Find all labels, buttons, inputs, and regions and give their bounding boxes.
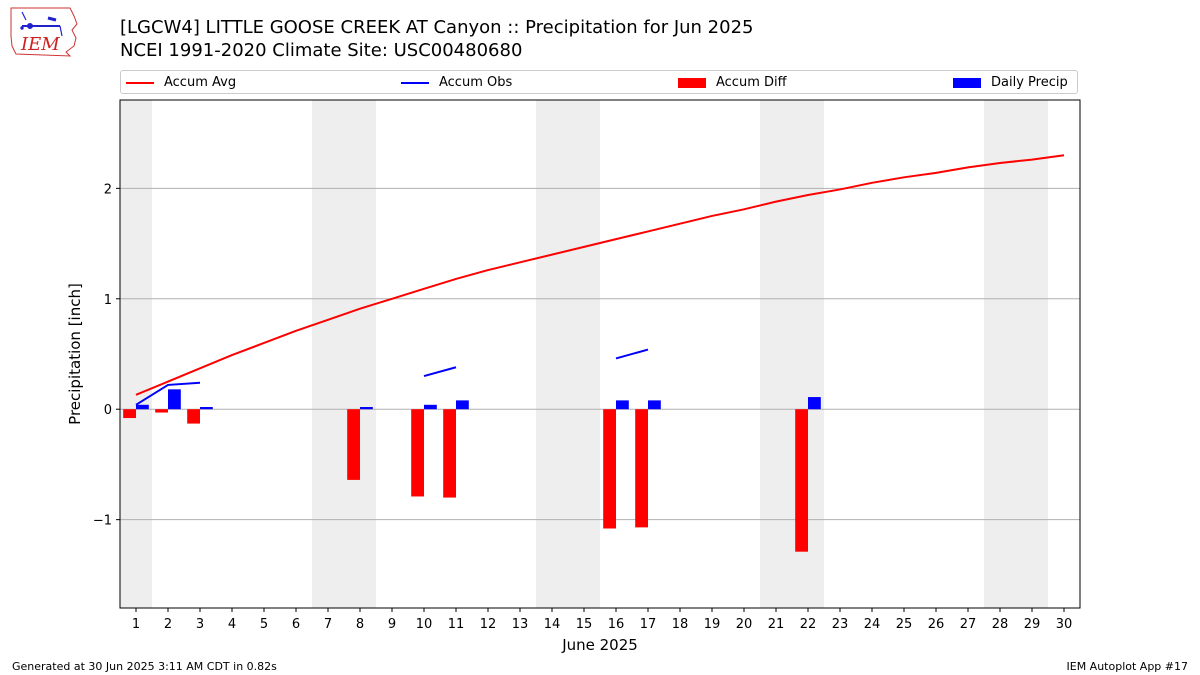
accum-diff-bar (155, 409, 168, 413)
app-id: IEM Autoplot App #17 (1066, 660, 1189, 673)
chart-subtitle: NCEI 1991-2020 Climate Site: USC00480680 (120, 40, 523, 61)
daily-precip-bar (360, 407, 373, 410)
daily-precip-bar (616, 400, 629, 410)
weekend-band (120, 100, 152, 608)
x-tick-label: 12 (480, 617, 497, 632)
x-tick-label: 1 (132, 617, 140, 632)
accum-diff-bar (795, 409, 808, 552)
x-tick-label: 29 (1024, 617, 1041, 632)
y-tick-label: 0 (104, 403, 112, 418)
daily-precip-bar (424, 404, 437, 410)
weekend-band (312, 100, 376, 608)
accum-diff-bar (443, 409, 456, 498)
x-tick-label: 17 (640, 617, 657, 632)
y-tick-label: 2 (104, 182, 112, 197)
x-tick-label: 24 (864, 617, 881, 632)
legend-item-accum-avg: Accum Avg (126, 75, 236, 90)
x-tick-label: 20 (736, 617, 753, 632)
x-tick-label: 28 (992, 617, 1009, 632)
accum-diff-bar (187, 409, 200, 424)
legend-label-accum-avg: Accum Avg (164, 75, 237, 90)
x-axis-label: June 2025 (561, 636, 638, 654)
daily-precip-bar (200, 407, 213, 410)
x-tick-label: 18 (672, 617, 689, 632)
y-axis-label: Precipitation [inch] (66, 283, 84, 425)
x-tick-label: 19 (704, 617, 721, 632)
weekend-band (536, 100, 600, 608)
legend-swatch-daily-precip (953, 77, 981, 88)
legend-label-daily-precip: Daily Precip (991, 75, 1068, 90)
accum-avg-line (135, 154, 1065, 396)
daily-precip-bar (168, 389, 181, 410)
x-tick-label: 3 (196, 617, 204, 632)
accum-diff-bar (635, 409, 648, 528)
weekend-band (984, 100, 1048, 608)
legend: Accum Avg Accum Obs Accum Diff Daily Pre… (120, 70, 1078, 94)
iem-logo: IEM (8, 6, 80, 58)
plot-frame (119, 99, 1081, 609)
iowa-outline-icon (10, 7, 78, 57)
weekend-band (760, 100, 824, 608)
x-tick-label: 4 (228, 617, 236, 632)
x-tick-label: 6 (292, 617, 300, 632)
accum-diff-bar (603, 409, 616, 529)
legend-swatch-accum-obs (401, 81, 429, 84)
x-tick-label: 22 (800, 617, 817, 632)
daily-precip-bar (808, 397, 821, 410)
legend-swatch-accum-diff (678, 77, 706, 88)
y-tick-label: −1 (93, 514, 112, 529)
x-tick-label: 15 (576, 617, 593, 632)
accum-obs-line (135, 381, 201, 406)
legend-item-accum-obs: Accum Obs (401, 75, 512, 90)
x-tick-label: 9 (388, 617, 396, 632)
x-tick-label: 16 (608, 617, 625, 632)
logo-text: IEM (21, 34, 60, 55)
daily-precip-bar (648, 400, 661, 410)
x-tick-label: 23 (832, 617, 849, 632)
legend-item-daily-precip: Daily Precip (953, 75, 1068, 90)
generated-timestamp: Generated at 30 Jun 2025 3:11 AM CDT in … (12, 660, 277, 673)
accum-diff-bar (123, 409, 136, 419)
x-tick-label: 7 (324, 617, 332, 632)
accum-obs-line (615, 348, 649, 360)
x-tick-label: 10 (416, 617, 433, 632)
legend-label-accum-diff: Accum Diff (716, 75, 787, 90)
x-tick-label: 26 (928, 617, 945, 632)
chart-title: [LGCW4] LITTLE GOOSE CREEK AT Canyon :: … (120, 17, 754, 38)
legend-swatch-accum-avg (126, 81, 154, 84)
x-tick-label: 21 (768, 617, 785, 632)
weather-station-icon (20, 11, 63, 37)
accum-obs-line (423, 366, 457, 378)
legend-label-accum-obs: Accum Obs (439, 75, 513, 90)
accum-diff-bar (411, 409, 424, 497)
y-tick-label: 1 (104, 293, 112, 308)
accum-diff-bar (347, 409, 360, 480)
legend-item-accum-diff: Accum Diff (678, 75, 787, 90)
daily-precip-bar (136, 404, 149, 410)
x-tick-label: 2 (164, 617, 172, 632)
x-tick-label: 30 (1056, 617, 1073, 632)
x-tick-label: 25 (896, 617, 913, 632)
x-tick-label: 5 (260, 617, 268, 632)
daily-precip-bar (456, 400, 469, 410)
x-tick-label: 14 (544, 617, 561, 632)
x-tick-label: 27 (960, 617, 977, 632)
x-tick-label: 13 (512, 617, 529, 632)
x-tick-label: 8 (356, 617, 364, 632)
x-tick-label: 11 (448, 617, 465, 632)
